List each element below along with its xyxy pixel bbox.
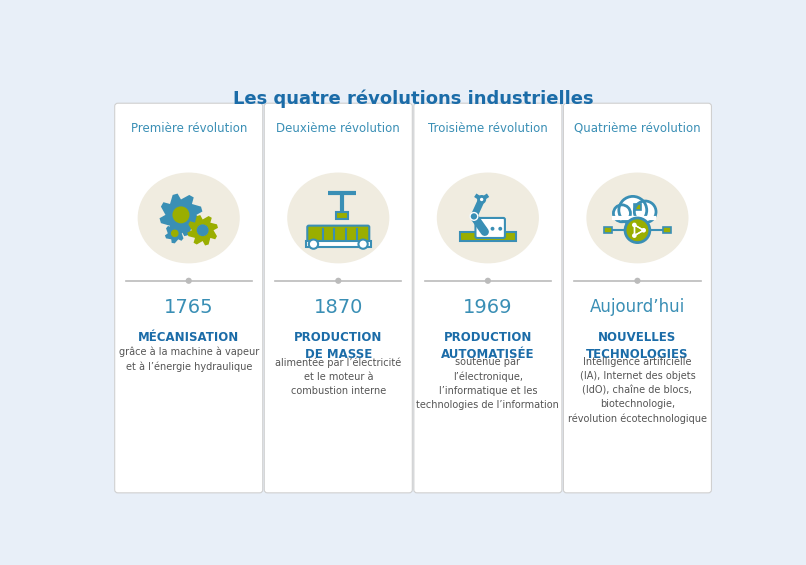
Text: 1765: 1765 [164,298,214,317]
Circle shape [632,233,637,238]
Text: Troisième révolution: Troisième révolution [428,121,548,134]
Circle shape [634,277,641,284]
Circle shape [185,277,192,284]
Text: Aujourd’hui: Aujourd’hui [590,298,685,316]
Text: Deuxième révolution: Deuxième révolution [276,121,400,134]
Circle shape [491,227,494,231]
Circle shape [359,240,368,249]
Circle shape [309,240,318,249]
Text: MÉCANISATION: MÉCANISATION [138,331,239,344]
Bar [336,212,348,219]
Polygon shape [187,215,218,245]
Bar [634,204,642,210]
Ellipse shape [437,172,539,263]
FancyBboxPatch shape [114,103,263,493]
Circle shape [632,223,637,227]
Circle shape [197,225,208,236]
Bar [663,227,671,233]
Ellipse shape [138,172,239,263]
Text: PRODUCTION
AUTOMATISÉE: PRODUCTION AUTOMATISÉE [441,331,534,361]
Text: Les quatre révolutions industrielles: Les quatre révolutions industrielles [233,89,593,108]
Text: NOUVELLES
TECHNOLOGIES: NOUVELLES TECHNOLOGIES [586,331,688,361]
Text: grâce à la machine à vapeur
et à l’énergie hydraulique: grâce à la machine à vapeur et à l’énerg… [118,347,259,372]
Circle shape [625,218,650,242]
Text: alimentée par l’électricité
et le moteur à
combustion interne: alimentée par l’électricité et le moteur… [275,357,401,395]
Polygon shape [165,223,185,244]
Ellipse shape [587,172,688,263]
Text: 1969: 1969 [463,298,513,317]
Circle shape [335,277,342,284]
FancyBboxPatch shape [476,218,505,238]
FancyBboxPatch shape [264,103,413,493]
Circle shape [483,227,487,231]
Circle shape [197,224,209,236]
FancyBboxPatch shape [563,103,712,493]
Text: Première révolution: Première révolution [131,121,247,134]
Bar [604,227,612,233]
Circle shape [171,229,179,237]
Circle shape [634,201,656,223]
Polygon shape [160,194,202,236]
Ellipse shape [287,172,389,263]
Circle shape [613,205,630,222]
FancyBboxPatch shape [413,103,562,493]
Text: soutenue par
l’électronique,
l’informatique et les
technologies de l’information: soutenue par l’électronique, l’informati… [417,357,559,410]
Circle shape [172,206,189,223]
Circle shape [498,227,502,231]
Circle shape [619,197,646,224]
Circle shape [479,197,484,202]
Circle shape [642,228,646,233]
Bar [460,232,516,241]
Text: Quatrième révolution: Quatrième révolution [574,121,700,134]
Circle shape [172,231,178,236]
Circle shape [173,207,189,223]
Bar [305,241,371,247]
Text: PRODUCTION
DE MASSE: PRODUCTION DE MASSE [294,331,383,361]
Text: 1870: 1870 [314,298,363,317]
FancyBboxPatch shape [307,225,369,242]
Text: Intelligence artificielle
(IA), Internet des objets
(IdO), chaîne de blocs,
biot: Intelligence artificielle (IA), Internet… [568,357,707,424]
Bar [614,210,654,218]
Circle shape [484,277,491,284]
Circle shape [470,212,478,220]
